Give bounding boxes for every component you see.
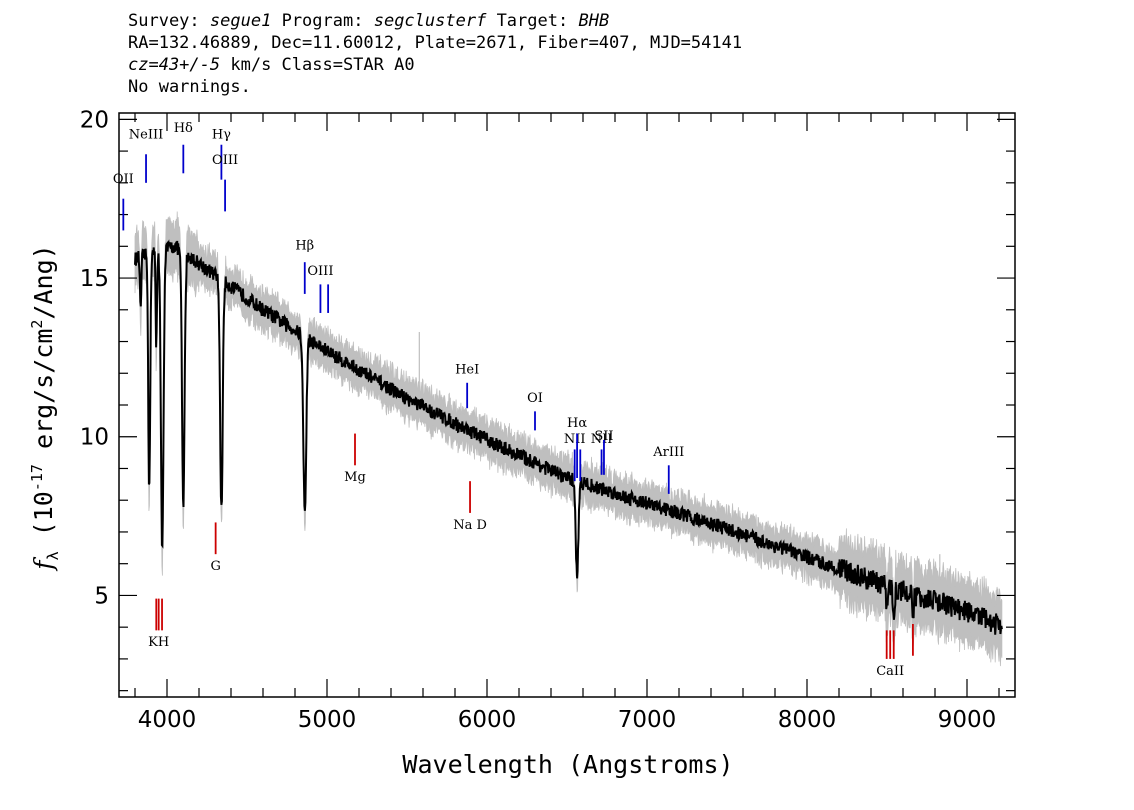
emission-line-label-8: HeI [455,362,479,377]
absorption-line-label-3: G [210,559,220,574]
absorption-line-label-6: CaII [876,664,904,679]
emission-line-label-15: ArIII [652,445,684,460]
x-axis-title: Wavelength (Angstroms) [402,750,733,779]
emission-line-label-3: Hγ [212,127,231,142]
y-tick-label: 5 [94,583,109,609]
survey-value: segue1 [209,11,272,31]
y-tick-label: 15 [80,266,109,292]
spectrum-header: Survey: segue1 Program: segclusterf Targ… [128,10,742,98]
emission-line-label-1: NeIII [129,127,163,142]
y-tick-label: 10 [80,425,109,451]
x-tick-label: 9000 [938,707,997,733]
redshift-value: cz=43+/-5 [128,55,221,75]
absorption-line-label-5: Na D [453,518,487,533]
y-tick-label: 20 [80,107,109,133]
emission-line-label-10: NII [564,432,586,447]
emission-line-label-5: Hβ [295,238,314,253]
target-label: Target: [496,11,569,31]
absorption-line-label-0: KH [148,635,169,650]
flux-line [134,239,1003,635]
y-axis-title: fλ (10-17 erg/s/cm2/Ang) [28,244,62,571]
emission-line-label-9: OI [527,391,543,406]
emission-line-label-11: Hα [567,416,587,431]
emission-line-label-6: OIII [307,264,333,279]
x-tick-label: 7000 [618,707,677,733]
header-line-coordinates: RA=132.46889, Dec=11.60012, Plate=2671, … [128,33,743,53]
header-line-warnings: No warnings. [128,77,251,97]
program-label: Program: [281,11,364,31]
x-tick-label: 5000 [298,707,357,733]
x-tick-label: 8000 [778,707,837,733]
emission-line-label-4: OIII [212,153,238,168]
header-line-survey: Survey: segue1 Program: segclusterf Targ… [128,10,742,32]
header-line-redshift: cz=43+/-5 km/s Class=STAR A0 [128,54,742,76]
x-tick-label: 4000 [138,707,197,733]
emission-line-label-2: Hδ [174,121,193,136]
x-tick-label: 6000 [458,707,517,733]
class-value: km/s Class=STAR A0 [220,55,415,75]
error-band [134,211,1003,667]
program-value: segclusterf [373,11,487,31]
absorption-line-label-4: Mg [344,470,366,485]
emission-line-label-13: NII [591,432,613,447]
survey-label: Survey: [128,11,200,31]
emission-line-label-14: SII [594,429,613,444]
emission-line-label-0: OII [113,172,134,187]
target-value: BHB [578,11,610,31]
